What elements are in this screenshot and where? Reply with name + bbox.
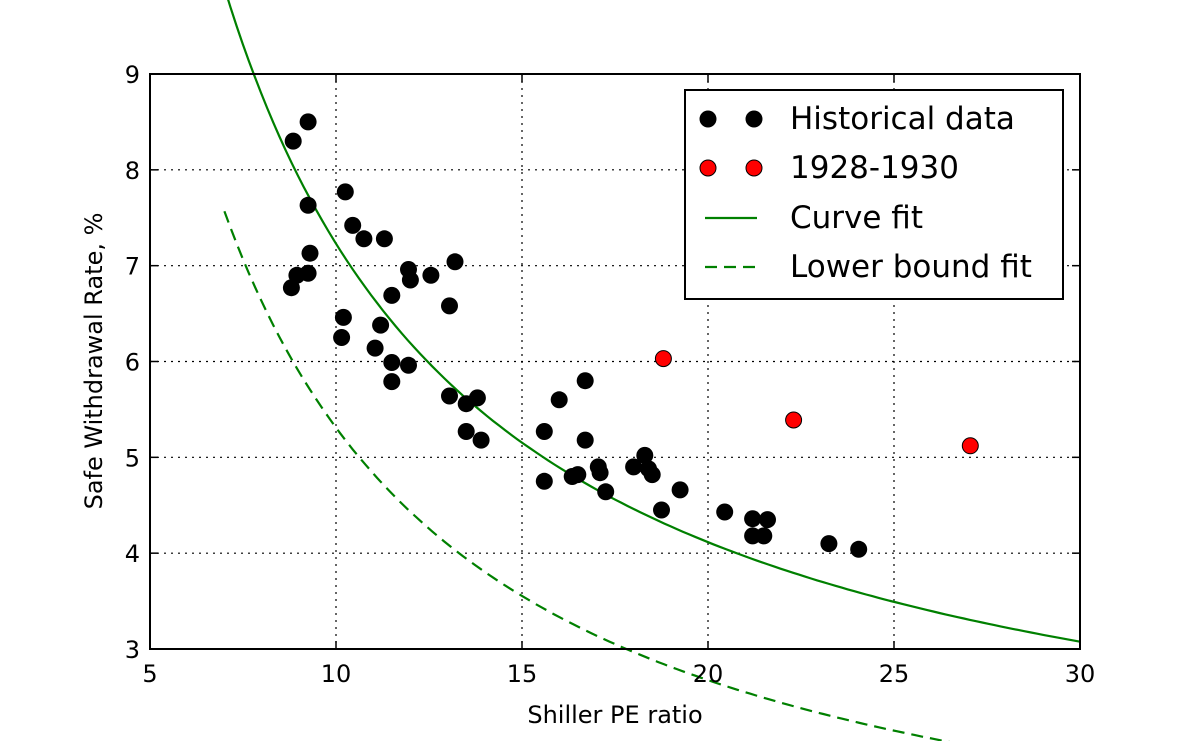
legend-entry-1928-1930: 1928-1930 (699, 150, 959, 186)
data-point-historical (301, 244, 319, 262)
y-tick-label: 4 (125, 540, 140, 568)
data-point-historical (366, 339, 384, 357)
x-tick-label: 10 (321, 660, 352, 688)
data-point-historical (299, 196, 317, 214)
data-point-historical (441, 387, 458, 405)
legend-entry-lower-bound: Lower bound fit (705, 249, 1032, 285)
legend-marker-historical-left (699, 110, 717, 128)
legend-entry-historical: Historical data (699, 101, 1015, 137)
data-point-historical (400, 356, 417, 374)
legend-entry-curve-fit: Curve fit (705, 200, 923, 236)
legend-marker-1928-left (699, 159, 717, 177)
fit-curves (223, 0, 1081, 741)
x-tick-label: 20 (693, 660, 724, 688)
legend-label-lower-bound: Lower bound fit (790, 249, 1032, 285)
data-point-historical (636, 446, 654, 464)
data-point-historical (755, 527, 773, 545)
data-point-historical (597, 483, 615, 501)
data-point-historical (716, 503, 734, 521)
data-point-historical (401, 271, 419, 289)
data-point-historical (383, 354, 401, 371)
data-point-historical (284, 132, 302, 150)
data-point-1928-1930 (654, 350, 672, 368)
data-point-historical (625, 458, 643, 476)
y-tick-label: 3 (125, 636, 140, 664)
data-point-historical (282, 279, 300, 297)
curve-fit-line (227, 0, 1081, 643)
tick-labels: 5 10 15 20 25 30 3 4 5 6 7 8 9 (125, 61, 1096, 688)
data-point-historical (850, 540, 868, 558)
legend-label-1928-1930: 1928-1930 (790, 150, 959, 186)
legend-label-historical: Historical data (790, 101, 1015, 137)
data-point-historical (334, 308, 352, 326)
y-tick-label: 8 (125, 157, 140, 185)
legend-marker-1928-right (745, 159, 763, 177)
y-tick-label: 6 (125, 349, 140, 377)
data-point-historical (671, 481, 689, 499)
axis-ticks (149, 73, 1081, 650)
data-point-historical (336, 183, 354, 201)
y-tick-label: 7 (125, 253, 140, 281)
data-point-historical (569, 466, 587, 484)
data-point-historical (333, 329, 351, 346)
data-point-historical (468, 389, 486, 407)
legend-marker-historical-right (745, 110, 763, 128)
x-tick-label: 25 (879, 660, 910, 688)
x-axis-title: Shiller PE ratio (527, 701, 702, 729)
data-point-historical (820, 535, 838, 553)
data-point-historical (383, 373, 401, 391)
data-point-historical (535, 423, 553, 440)
data-point-historical (441, 297, 458, 315)
data-point-historical (759, 511, 776, 529)
y-axis-title: Safe Withdrawal Rate, % (80, 213, 108, 510)
data-point-historical (457, 423, 475, 440)
data-point-historical (643, 466, 661, 484)
y-tick-label: 5 (125, 444, 140, 472)
data-points (282, 113, 979, 558)
data-point-historical (591, 464, 609, 482)
legend: Historical data 1928-1930 Curve fit Lowe… (684, 89, 1064, 300)
data-point-1928-1930 (785, 411, 803, 429)
data-point-historical (344, 216, 362, 234)
data-point-historical (446, 253, 464, 271)
data-point-historical (535, 472, 553, 490)
y-tick-label: 9 (125, 61, 140, 89)
data-point-historical (355, 230, 373, 248)
data-point-historical (299, 113, 317, 131)
data-point-historical (383, 286, 401, 304)
data-point-historical (422, 266, 440, 284)
legend-label-curve-fit: Curve fit (790, 200, 923, 236)
data-point-historical (375, 230, 393, 248)
data-point-historical (653, 501, 670, 519)
data-point-historical (472, 431, 490, 449)
data-point-1928-1930 (961, 437, 979, 455)
lower-bound-fit-line (223, 210, 951, 741)
data-point-historical (372, 316, 390, 334)
x-tick-label: 5 (142, 660, 157, 688)
data-point-historical (576, 431, 594, 449)
data-point-historical (744, 510, 762, 528)
data-point-historical (299, 264, 317, 282)
x-tick-label: 15 (507, 660, 538, 688)
x-tick-label: 30 (1065, 660, 1096, 688)
data-point-historical (576, 372, 594, 390)
data-point-historical (550, 391, 568, 409)
